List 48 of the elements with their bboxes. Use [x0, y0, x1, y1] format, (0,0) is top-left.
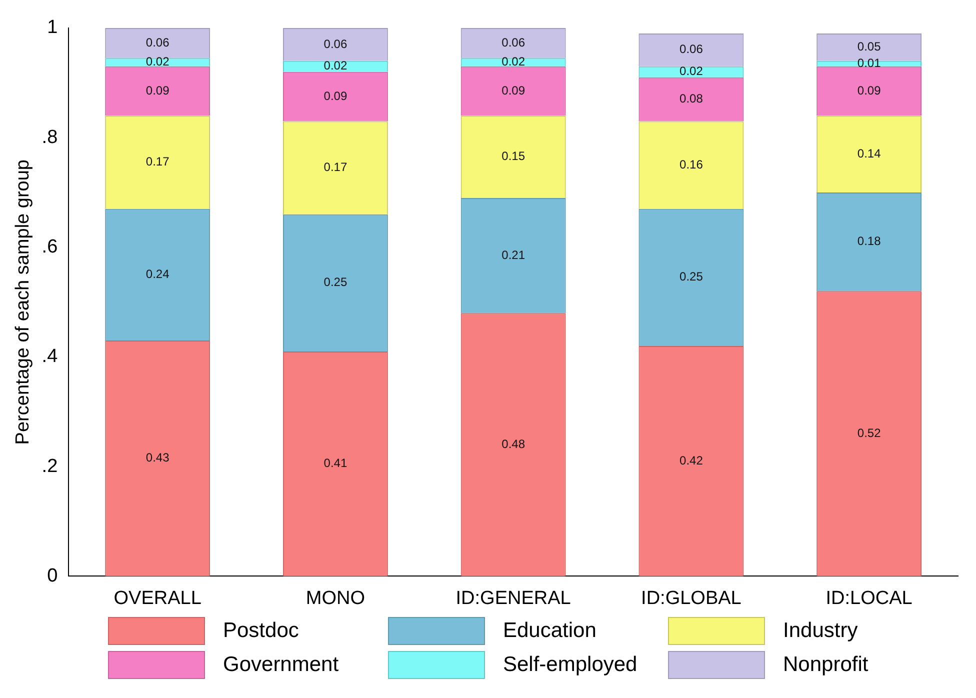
x-tick-label: ID:LOCAL — [826, 588, 912, 609]
x-tick-label: ID:GLOBAL — [641, 588, 742, 609]
data-label: 0.21 — [502, 248, 526, 262]
data-label: 0.09 — [857, 83, 882, 98]
x-tick-label: MONO — [306, 588, 366, 609]
data-label: 0.02 — [680, 64, 704, 78]
y-tick-label: .8 — [42, 126, 58, 148]
data-label: 0.06 — [680, 42, 704, 56]
legend-label: Postdoc — [223, 619, 299, 643]
data-label: 0.02 — [324, 58, 348, 73]
data-label: 0.09 — [502, 83, 526, 98]
data-label: 0.48 — [502, 436, 526, 451]
y-axis-title: Percentage of each sample group — [12, 160, 34, 445]
legend-label: Government — [223, 653, 339, 677]
data-label: 0.02 — [502, 54, 526, 69]
data-label: 0.06 — [146, 35, 170, 50]
data-label: 0.06 — [502, 35, 526, 50]
data-label: 0.25 — [324, 275, 348, 290]
data-label: 0.18 — [857, 234, 882, 248]
data-label: 0.42 — [680, 453, 704, 468]
data-label: 0.25 — [680, 270, 704, 284]
data-label: 0.17 — [146, 154, 170, 169]
data-label: 0.09 — [146, 83, 170, 98]
data-label: 0.05 — [857, 40, 882, 54]
y-tick-label: .4 — [42, 346, 58, 368]
data-label: 0.41 — [324, 456, 348, 470]
data-label: 0.24 — [146, 267, 170, 282]
data-label: 0.09 — [324, 88, 348, 103]
data-label: 0.02 — [146, 54, 170, 69]
y-tick-label: 0 — [47, 565, 58, 586]
legend-label: Self-employed — [503, 653, 638, 677]
data-label: 0.17 — [324, 160, 348, 174]
data-label: 0.15 — [502, 149, 526, 164]
y-tick-label: .6 — [42, 236, 58, 258]
legend-label: Nonprofit — [783, 653, 868, 677]
x-tick-label: OVERALL — [114, 588, 202, 609]
data-label: 0.43 — [146, 450, 170, 465]
x-tick-label: ID:GENERAL — [456, 588, 571, 609]
legend-label: Industry — [783, 619, 858, 643]
y-tick-label: 1 — [47, 17, 58, 38]
data-label: 0.52 — [857, 426, 882, 440]
data-label: 0.14 — [857, 146, 882, 160]
data-label: 0.16 — [680, 157, 704, 172]
data-label: 0.08 — [680, 92, 704, 106]
y-tick-label: .2 — [42, 456, 58, 477]
data-label: 0.01 — [857, 56, 882, 70]
legend-label: Education — [503, 619, 596, 643]
data-label: 0.06 — [324, 36, 348, 51]
